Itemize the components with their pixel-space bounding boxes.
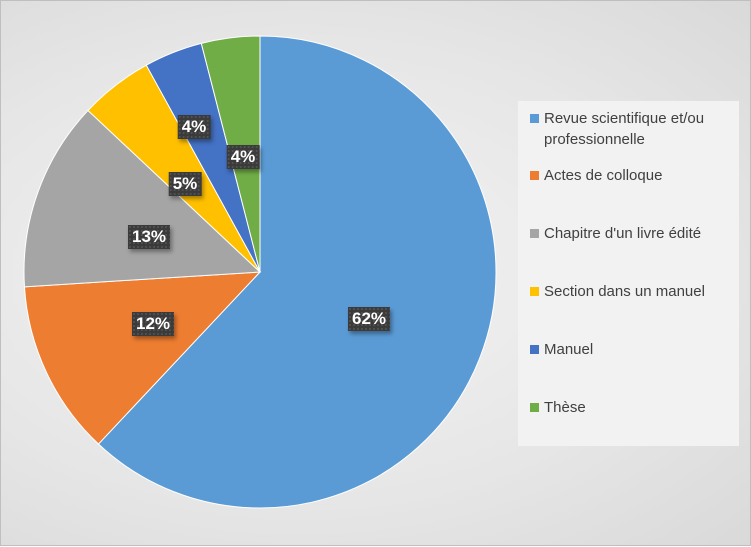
- legend-label: Section dans un manuel: [544, 283, 705, 300]
- legend: Revue scientifique et/ou professionnelle…: [518, 101, 739, 446]
- data-label: 13%: [127, 225, 171, 249]
- pie-slice-3: [23, 109, 262, 288]
- legend-label: Chapitre d'un livre édité: [544, 225, 702, 242]
- legend-label: Thèse: [544, 399, 586, 416]
- legend-label: Actes de colloque: [544, 167, 663, 184]
- legend-label: Revue scientifique et/ou professionnelle: [544, 110, 705, 148]
- pie-slice-2: [23, 271, 262, 445]
- legend-swatch: [530, 114, 539, 123]
- pie-slice-1: [97, 35, 497, 509]
- legend-swatch: [530, 287, 539, 296]
- legend-swatch: [530, 403, 539, 412]
- data-label: 4%: [177, 115, 211, 139]
- legend-swatch: [530, 345, 539, 354]
- legend-swatch: [530, 229, 539, 238]
- data-label: 5%: [168, 172, 202, 196]
- data-label: 4%: [226, 145, 260, 169]
- data-label: 62%: [347, 307, 391, 331]
- legend-swatch: [530, 171, 539, 180]
- data-label: 12%: [131, 312, 175, 336]
- legend-label: Manuel: [544, 341, 594, 358]
